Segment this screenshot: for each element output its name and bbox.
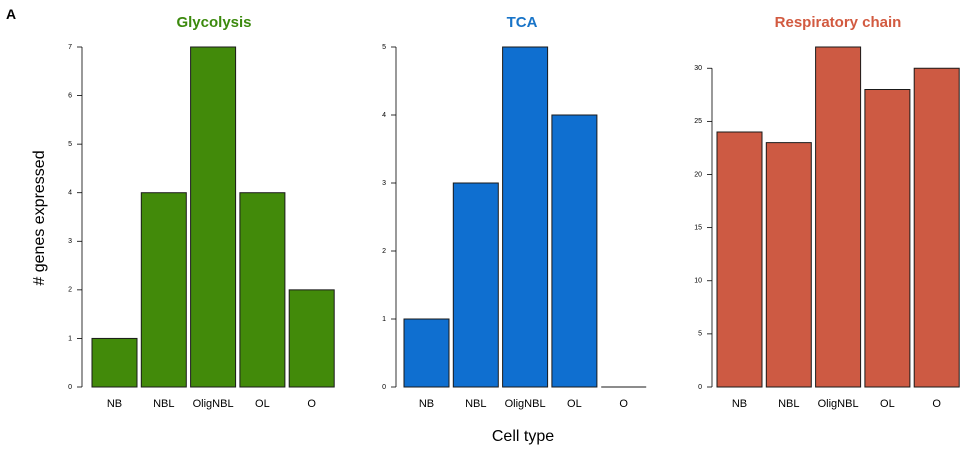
- y-tick-label: 30: [694, 65, 702, 72]
- category-label: NBL: [465, 398, 486, 410]
- category-label: OL: [880, 398, 895, 410]
- y-tick-label: 25: [694, 118, 702, 125]
- chart-panel-2: TCA 0 1 2 3 4 5 NB NBL OligNBL OL O: [382, 14, 647, 410]
- y-tick-label: 2: [68, 287, 72, 294]
- chart-panels: Glycolysis 0 1 2 3 4 5 6 7 NB NBL OligNBL OL O TCA 0 1 2 3…: [68, 14, 960, 410]
- category-label: OL: [255, 398, 270, 410]
- chart-panel-1: Glycolysis 0 1 2 3 4 5 6 7 NB NBL OligNBL OL O: [68, 14, 335, 410]
- y-tick-label: 1: [382, 316, 386, 323]
- category-label: O: [307, 398, 316, 410]
- y-tick-label: 3: [382, 180, 386, 187]
- bar-nb: [716, 131, 763, 388]
- bar-nbl: [452, 182, 499, 388]
- bar-ol: [239, 192, 286, 388]
- chart-panel-3: Respiratory chain 0 5 10 15 20 25 30 NB NBL OligNB…: [694, 14, 960, 410]
- y-tick-label: 20: [694, 171, 702, 178]
- bar-nb: [403, 318, 450, 388]
- category-label: NB: [107, 398, 122, 410]
- y-tick-label: 1: [68, 335, 72, 342]
- bar-o: [913, 67, 960, 388]
- category-label: NB: [419, 398, 434, 410]
- y-tick-label: 4: [382, 112, 386, 119]
- category-label: NBL: [153, 398, 174, 410]
- bar-ol: [864, 89, 911, 388]
- y-tick-label: 5: [68, 141, 72, 148]
- bar-nbl: [765, 142, 812, 388]
- bar-nbl: [140, 192, 187, 388]
- category-label: OligNBL: [505, 398, 546, 410]
- y-tick-label: 6: [68, 92, 72, 99]
- bar-ol: [551, 114, 598, 388]
- chart-title: Glycolysis: [176, 14, 251, 31]
- y-tick-label: 0: [698, 384, 702, 391]
- bar-olignbl: [190, 46, 237, 388]
- category-label: NBL: [778, 398, 799, 410]
- y-tick-label: 0: [68, 384, 72, 391]
- bar-olignbl: [815, 46, 862, 388]
- category-label: O: [619, 398, 628, 410]
- category-label: NB: [732, 398, 747, 410]
- category-label: OligNBL: [818, 398, 859, 410]
- y-tick-label: 10: [694, 278, 702, 285]
- x-axis-title: Cell type: [492, 428, 554, 445]
- chart-title: TCA: [507, 14, 538, 31]
- chart-title: Respiratory chain: [775, 14, 902, 31]
- y-axis-title: # genes expressed: [31, 150, 48, 285]
- category-label: O: [932, 398, 941, 410]
- y-tick-label: 0: [382, 384, 386, 391]
- category-label: OL: [567, 398, 582, 410]
- y-tick-label: 2: [382, 248, 386, 255]
- bar-o: [288, 289, 335, 388]
- panel-letter: A: [6, 6, 16, 22]
- y-tick-label: 3: [68, 238, 72, 245]
- bar-olignbl: [502, 46, 549, 388]
- y-tick-label: 5: [382, 44, 386, 51]
- category-label: OligNBL: [193, 398, 234, 410]
- y-tick-label: 5: [698, 331, 702, 338]
- y-tick-label: 7: [68, 44, 72, 51]
- y-tick-label: 4: [68, 190, 72, 197]
- bar-nb: [91, 337, 138, 388]
- y-tick-label: 15: [694, 224, 702, 231]
